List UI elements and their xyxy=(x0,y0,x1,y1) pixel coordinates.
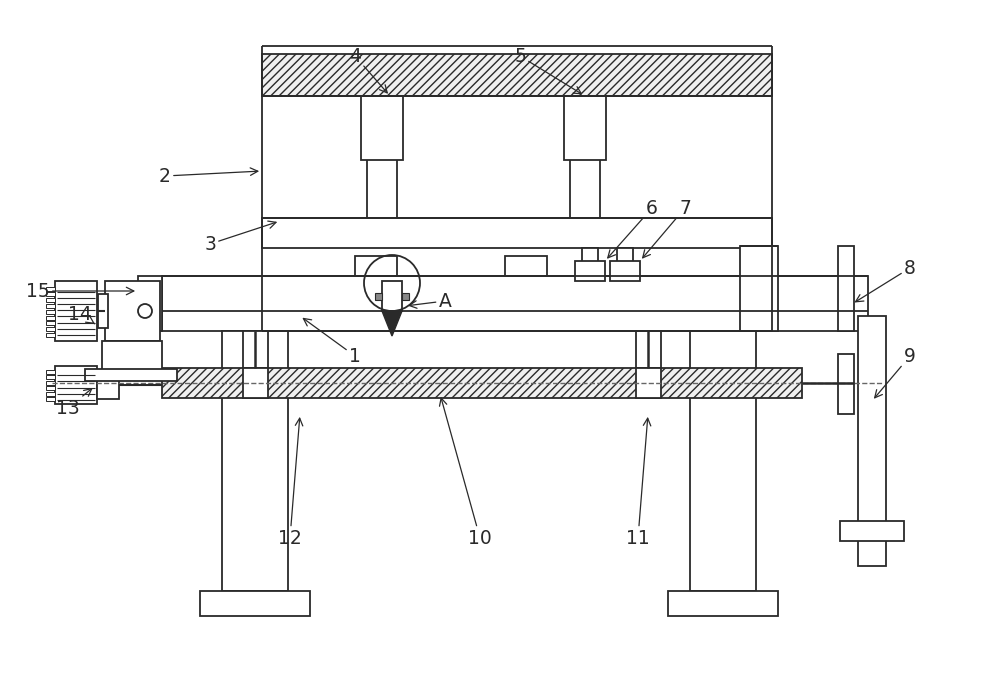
Bar xyxy=(355,256,397,276)
Bar xyxy=(858,316,886,566)
Bar xyxy=(138,276,162,331)
Bar xyxy=(582,248,598,276)
Text: 4: 4 xyxy=(349,47,387,93)
Bar xyxy=(575,261,605,281)
Bar xyxy=(505,256,547,276)
Text: 7: 7 xyxy=(643,198,691,258)
Text: 8: 8 xyxy=(856,259,916,302)
Bar xyxy=(570,96,600,233)
Bar xyxy=(162,276,868,331)
Bar xyxy=(46,392,55,396)
Bar xyxy=(105,281,160,341)
Bar xyxy=(98,294,108,328)
Text: 11: 11 xyxy=(626,418,651,547)
Bar xyxy=(46,287,55,291)
Text: 10: 10 xyxy=(440,398,492,547)
Bar xyxy=(668,591,778,616)
Bar xyxy=(162,368,802,398)
Bar xyxy=(636,331,661,368)
Bar xyxy=(46,375,55,379)
Bar xyxy=(97,371,119,399)
Bar xyxy=(243,331,268,368)
Bar xyxy=(367,96,397,233)
Text: A: A xyxy=(409,292,451,311)
Bar xyxy=(102,341,162,371)
Text: 2: 2 xyxy=(159,167,258,185)
Bar xyxy=(46,298,55,303)
Bar xyxy=(262,54,772,96)
Bar xyxy=(55,281,97,341)
Bar xyxy=(262,218,772,248)
Bar xyxy=(690,331,756,591)
Bar xyxy=(200,591,310,616)
Bar xyxy=(46,333,55,337)
Bar xyxy=(46,322,55,325)
Bar xyxy=(375,293,382,300)
Bar xyxy=(564,96,606,160)
Text: 12: 12 xyxy=(278,418,303,547)
Bar xyxy=(838,354,854,414)
Bar xyxy=(740,246,778,331)
Bar xyxy=(840,521,904,541)
Text: 15: 15 xyxy=(26,281,134,300)
Bar xyxy=(382,281,402,311)
Bar xyxy=(222,331,288,591)
Bar xyxy=(610,261,640,281)
Polygon shape xyxy=(382,311,402,336)
Bar xyxy=(46,304,55,308)
Text: 6: 6 xyxy=(608,198,658,258)
Bar xyxy=(46,370,55,373)
Bar xyxy=(46,327,55,331)
Bar xyxy=(46,316,55,320)
Bar xyxy=(617,248,633,276)
Text: 9: 9 xyxy=(875,346,916,398)
Bar xyxy=(838,246,854,331)
Bar xyxy=(636,368,661,398)
Text: 13: 13 xyxy=(56,389,92,418)
Bar xyxy=(46,292,55,296)
Bar xyxy=(402,293,409,300)
Bar xyxy=(46,386,55,390)
Text: 14: 14 xyxy=(68,305,95,324)
Text: 3: 3 xyxy=(204,221,276,254)
Bar xyxy=(46,310,55,314)
Bar xyxy=(46,397,55,401)
Bar xyxy=(55,366,97,404)
Bar xyxy=(243,368,268,398)
Text: 1: 1 xyxy=(303,318,361,366)
Bar xyxy=(361,96,403,160)
Text: 5: 5 xyxy=(514,47,581,94)
Bar xyxy=(46,381,55,384)
Bar xyxy=(85,369,177,381)
